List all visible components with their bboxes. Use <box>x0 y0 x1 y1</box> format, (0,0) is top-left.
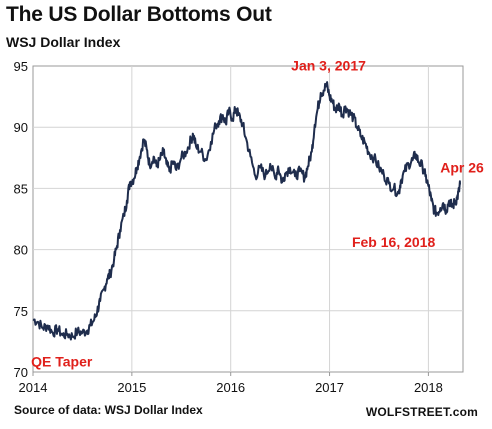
annotation-label: Apr 26 <box>440 160 484 176</box>
x-tick-label: 2015 <box>117 380 146 395</box>
y-tick-label: 95 <box>14 59 28 74</box>
annotation-label: Jan 3, 2017 <box>291 57 366 73</box>
annotation-label: QE Taper <box>31 354 93 370</box>
plot-area-frame <box>32 65 464 373</box>
annotation-label: Feb 16, 2018 <box>352 234 435 250</box>
x-tick-label: 2018 <box>414 380 443 395</box>
source-note: Source of data: WSJ Dollar Index <box>14 403 203 417</box>
brand-watermark: WOLFSTREET.com <box>365 405 478 419</box>
x-tick-label: 2016 <box>216 380 245 395</box>
y-tick-label: 75 <box>14 304 28 319</box>
x-tick-label: 2014 <box>19 380 48 395</box>
chart-title: The US Dollar Bottoms Out <box>6 3 272 26</box>
y-tick-label: 70 <box>14 365 28 380</box>
x-tick-label: 2017 <box>315 380 344 395</box>
series-line <box>32 81 461 341</box>
y-tick-label: 85 <box>14 181 28 196</box>
y-tick-label: 80 <box>14 243 28 258</box>
y-tick-label: 90 <box>14 120 28 135</box>
chart-subtitle: WSJ Dollar Index <box>6 34 121 50</box>
